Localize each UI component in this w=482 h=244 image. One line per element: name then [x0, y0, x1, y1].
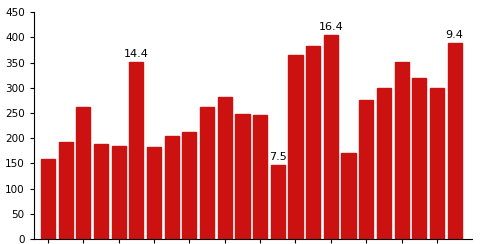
Bar	[288, 55, 303, 239]
Text: 7.5: 7.5	[269, 152, 287, 162]
Text: 16.4: 16.4	[319, 22, 343, 32]
Bar	[94, 144, 108, 239]
Bar	[306, 47, 320, 239]
Bar	[182, 132, 197, 239]
Bar	[271, 165, 285, 239]
Bar	[111, 146, 126, 239]
Bar	[218, 97, 232, 239]
Bar	[377, 88, 391, 239]
Bar	[147, 147, 161, 239]
Bar	[412, 78, 427, 239]
Bar	[253, 115, 267, 239]
Bar	[324, 35, 338, 239]
Bar	[129, 62, 143, 239]
Y-axis label: ΣT >10°C leden-duben: ΣT >10°C leden-duben	[0, 62, 1, 190]
Bar	[76, 107, 90, 239]
Bar	[41, 159, 55, 239]
Bar	[235, 114, 250, 239]
Bar	[448, 43, 462, 239]
Bar	[395, 62, 409, 239]
Bar	[359, 101, 374, 239]
Text: 14.4: 14.4	[124, 49, 149, 59]
Bar	[341, 153, 356, 239]
Text: 9.4: 9.4	[446, 30, 464, 41]
Bar	[58, 142, 73, 239]
Bar	[430, 88, 444, 239]
Bar	[200, 107, 214, 239]
Bar	[165, 136, 179, 239]
